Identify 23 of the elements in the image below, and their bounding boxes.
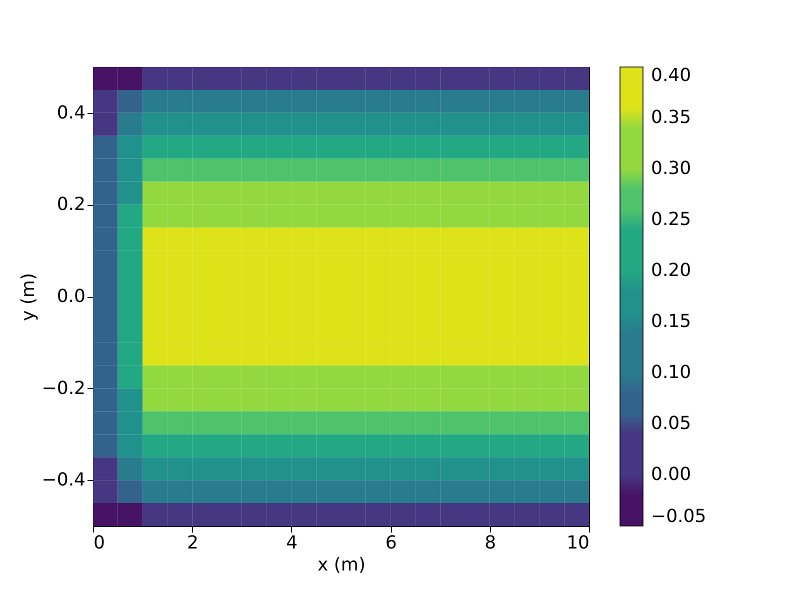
x-tick-label: 4 <box>286 532 298 554</box>
color-bar-label: 0.35 <box>651 107 692 128</box>
x-axis-title: x (m) <box>318 554 366 576</box>
x-tick-label: 6 <box>385 532 397 554</box>
y-tick-label: −0.2 <box>42 378 86 399</box>
color-bar-label: 0.05 <box>651 413 692 434</box>
color-bar-label: 0.00 <box>651 464 692 485</box>
y-tick-label: 0.0 <box>56 286 86 307</box>
color-bar-label: −0.05 <box>651 506 706 527</box>
color-bar-label: 0.30 <box>651 158 692 179</box>
color-bar-label: 0.40 <box>651 65 692 86</box>
color-bar-label: 0.10 <box>651 362 692 383</box>
y-tick-label: −0.4 <box>42 470 86 491</box>
color-bar-label: 0.20 <box>651 260 692 281</box>
color-bar-label: 0.15 <box>651 311 692 332</box>
x-tick-label: 10 <box>566 532 590 554</box>
y-tick-label: 0.2 <box>56 194 86 216</box>
x-tick-label: 8 <box>484 532 496 554</box>
y-axis-title: y (m) <box>18 273 39 321</box>
x-tick-label: 2 <box>186 532 198 554</box>
x-tick-label: 0 <box>94 532 105 554</box>
color-bar-label: 0.25 <box>651 209 692 230</box>
y-tick-label: 0.4 <box>56 102 86 124</box>
